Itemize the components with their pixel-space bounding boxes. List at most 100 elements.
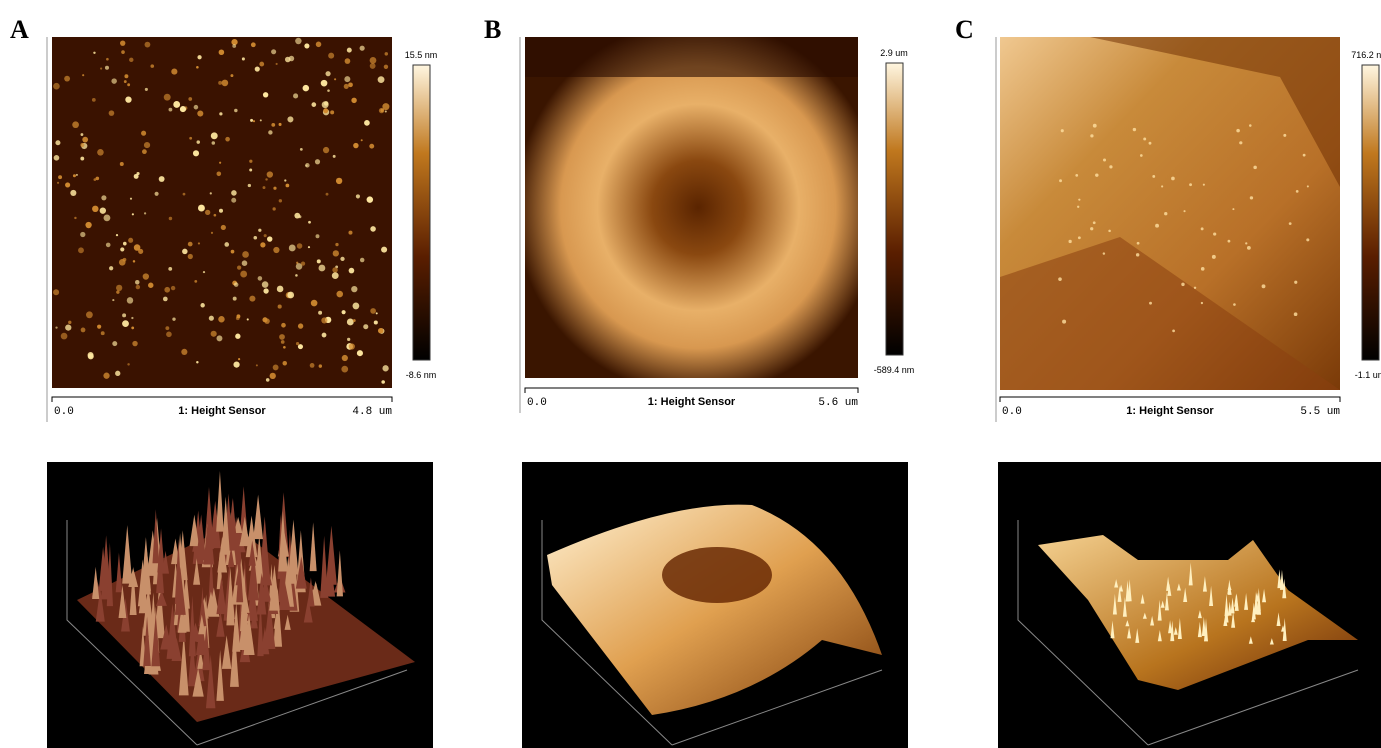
particle xyxy=(97,149,104,156)
particle xyxy=(1075,174,1078,177)
particle xyxy=(80,143,84,147)
particle xyxy=(209,316,214,321)
particle xyxy=(334,78,336,80)
particle xyxy=(1203,184,1205,186)
particle xyxy=(1164,212,1167,215)
particle xyxy=(332,272,339,279)
particle xyxy=(125,96,131,102)
particle xyxy=(197,110,203,116)
particle xyxy=(289,245,296,252)
particle xyxy=(349,343,355,349)
particle xyxy=(281,323,286,328)
particle xyxy=(235,334,240,339)
particle xyxy=(194,280,197,283)
particle xyxy=(1183,210,1185,212)
particle xyxy=(188,97,192,101)
afm-image xyxy=(525,37,858,378)
particle xyxy=(136,172,139,175)
particle xyxy=(250,119,253,122)
particle xyxy=(219,112,222,115)
shade xyxy=(525,37,858,77)
particle xyxy=(1062,320,1066,324)
particle xyxy=(155,192,159,196)
particle xyxy=(367,196,373,202)
colorbar xyxy=(1362,65,1379,360)
particle xyxy=(315,159,320,164)
particle xyxy=(211,232,213,234)
particle xyxy=(344,84,349,89)
particle xyxy=(182,249,188,255)
axis-start: 0.0 xyxy=(527,397,547,409)
scale-max: 15.5 nm xyxy=(405,50,438,60)
particle xyxy=(164,287,170,293)
particle xyxy=(145,42,151,48)
colorbar xyxy=(886,63,903,355)
particle xyxy=(129,58,133,62)
particle xyxy=(196,361,198,363)
particle xyxy=(265,178,267,180)
crater xyxy=(662,547,772,603)
particle xyxy=(357,350,363,356)
particle xyxy=(58,175,62,179)
axis-title: 1: Height Sensor xyxy=(178,405,266,417)
particle xyxy=(1103,252,1105,254)
particle xyxy=(279,334,285,340)
particle xyxy=(224,242,229,247)
scale-axis xyxy=(1000,397,1340,402)
particle xyxy=(120,40,125,45)
particle xyxy=(73,174,76,177)
particle xyxy=(330,110,334,114)
particle xyxy=(323,108,328,113)
particle xyxy=(256,364,258,366)
particle xyxy=(279,199,282,202)
scale-max: 716.2 nm xyxy=(1351,50,1381,60)
particle xyxy=(308,221,311,224)
particle xyxy=(260,119,262,121)
particle xyxy=(205,210,210,215)
particle xyxy=(1228,240,1231,243)
particle xyxy=(142,149,147,154)
particle xyxy=(210,192,212,194)
axis-end: 5.6 um xyxy=(818,397,858,409)
particle xyxy=(351,98,356,103)
particle xyxy=(203,271,205,273)
particle xyxy=(138,249,143,254)
axis-start: 0.0 xyxy=(1002,406,1022,418)
particle xyxy=(1155,224,1159,228)
particle xyxy=(282,361,287,366)
particle xyxy=(271,49,276,54)
particle xyxy=(231,250,235,254)
particle xyxy=(55,327,57,329)
particle xyxy=(68,321,71,324)
particle xyxy=(293,93,298,98)
particle xyxy=(298,215,301,218)
particle xyxy=(351,286,357,292)
particle xyxy=(271,123,275,127)
particle xyxy=(1061,129,1064,132)
particle xyxy=(1143,137,1146,140)
particle xyxy=(82,74,84,76)
particle xyxy=(253,120,255,122)
particle xyxy=(321,80,328,87)
particle xyxy=(222,80,229,87)
particle xyxy=(1093,124,1097,128)
particle xyxy=(123,258,127,262)
particle xyxy=(336,291,343,298)
particle xyxy=(262,317,267,322)
particle xyxy=(173,101,180,108)
particle xyxy=(219,49,225,55)
particle xyxy=(53,83,60,90)
particle xyxy=(289,56,294,61)
particle xyxy=(234,109,237,112)
particle xyxy=(127,83,130,86)
particle xyxy=(65,324,71,330)
particle xyxy=(267,171,273,177)
particle xyxy=(131,327,134,330)
particle xyxy=(360,46,365,51)
particle xyxy=(165,326,169,330)
particle xyxy=(1189,183,1192,186)
particle xyxy=(1212,255,1216,259)
particle xyxy=(296,342,299,345)
particle xyxy=(100,67,102,69)
particle xyxy=(1245,242,1247,244)
